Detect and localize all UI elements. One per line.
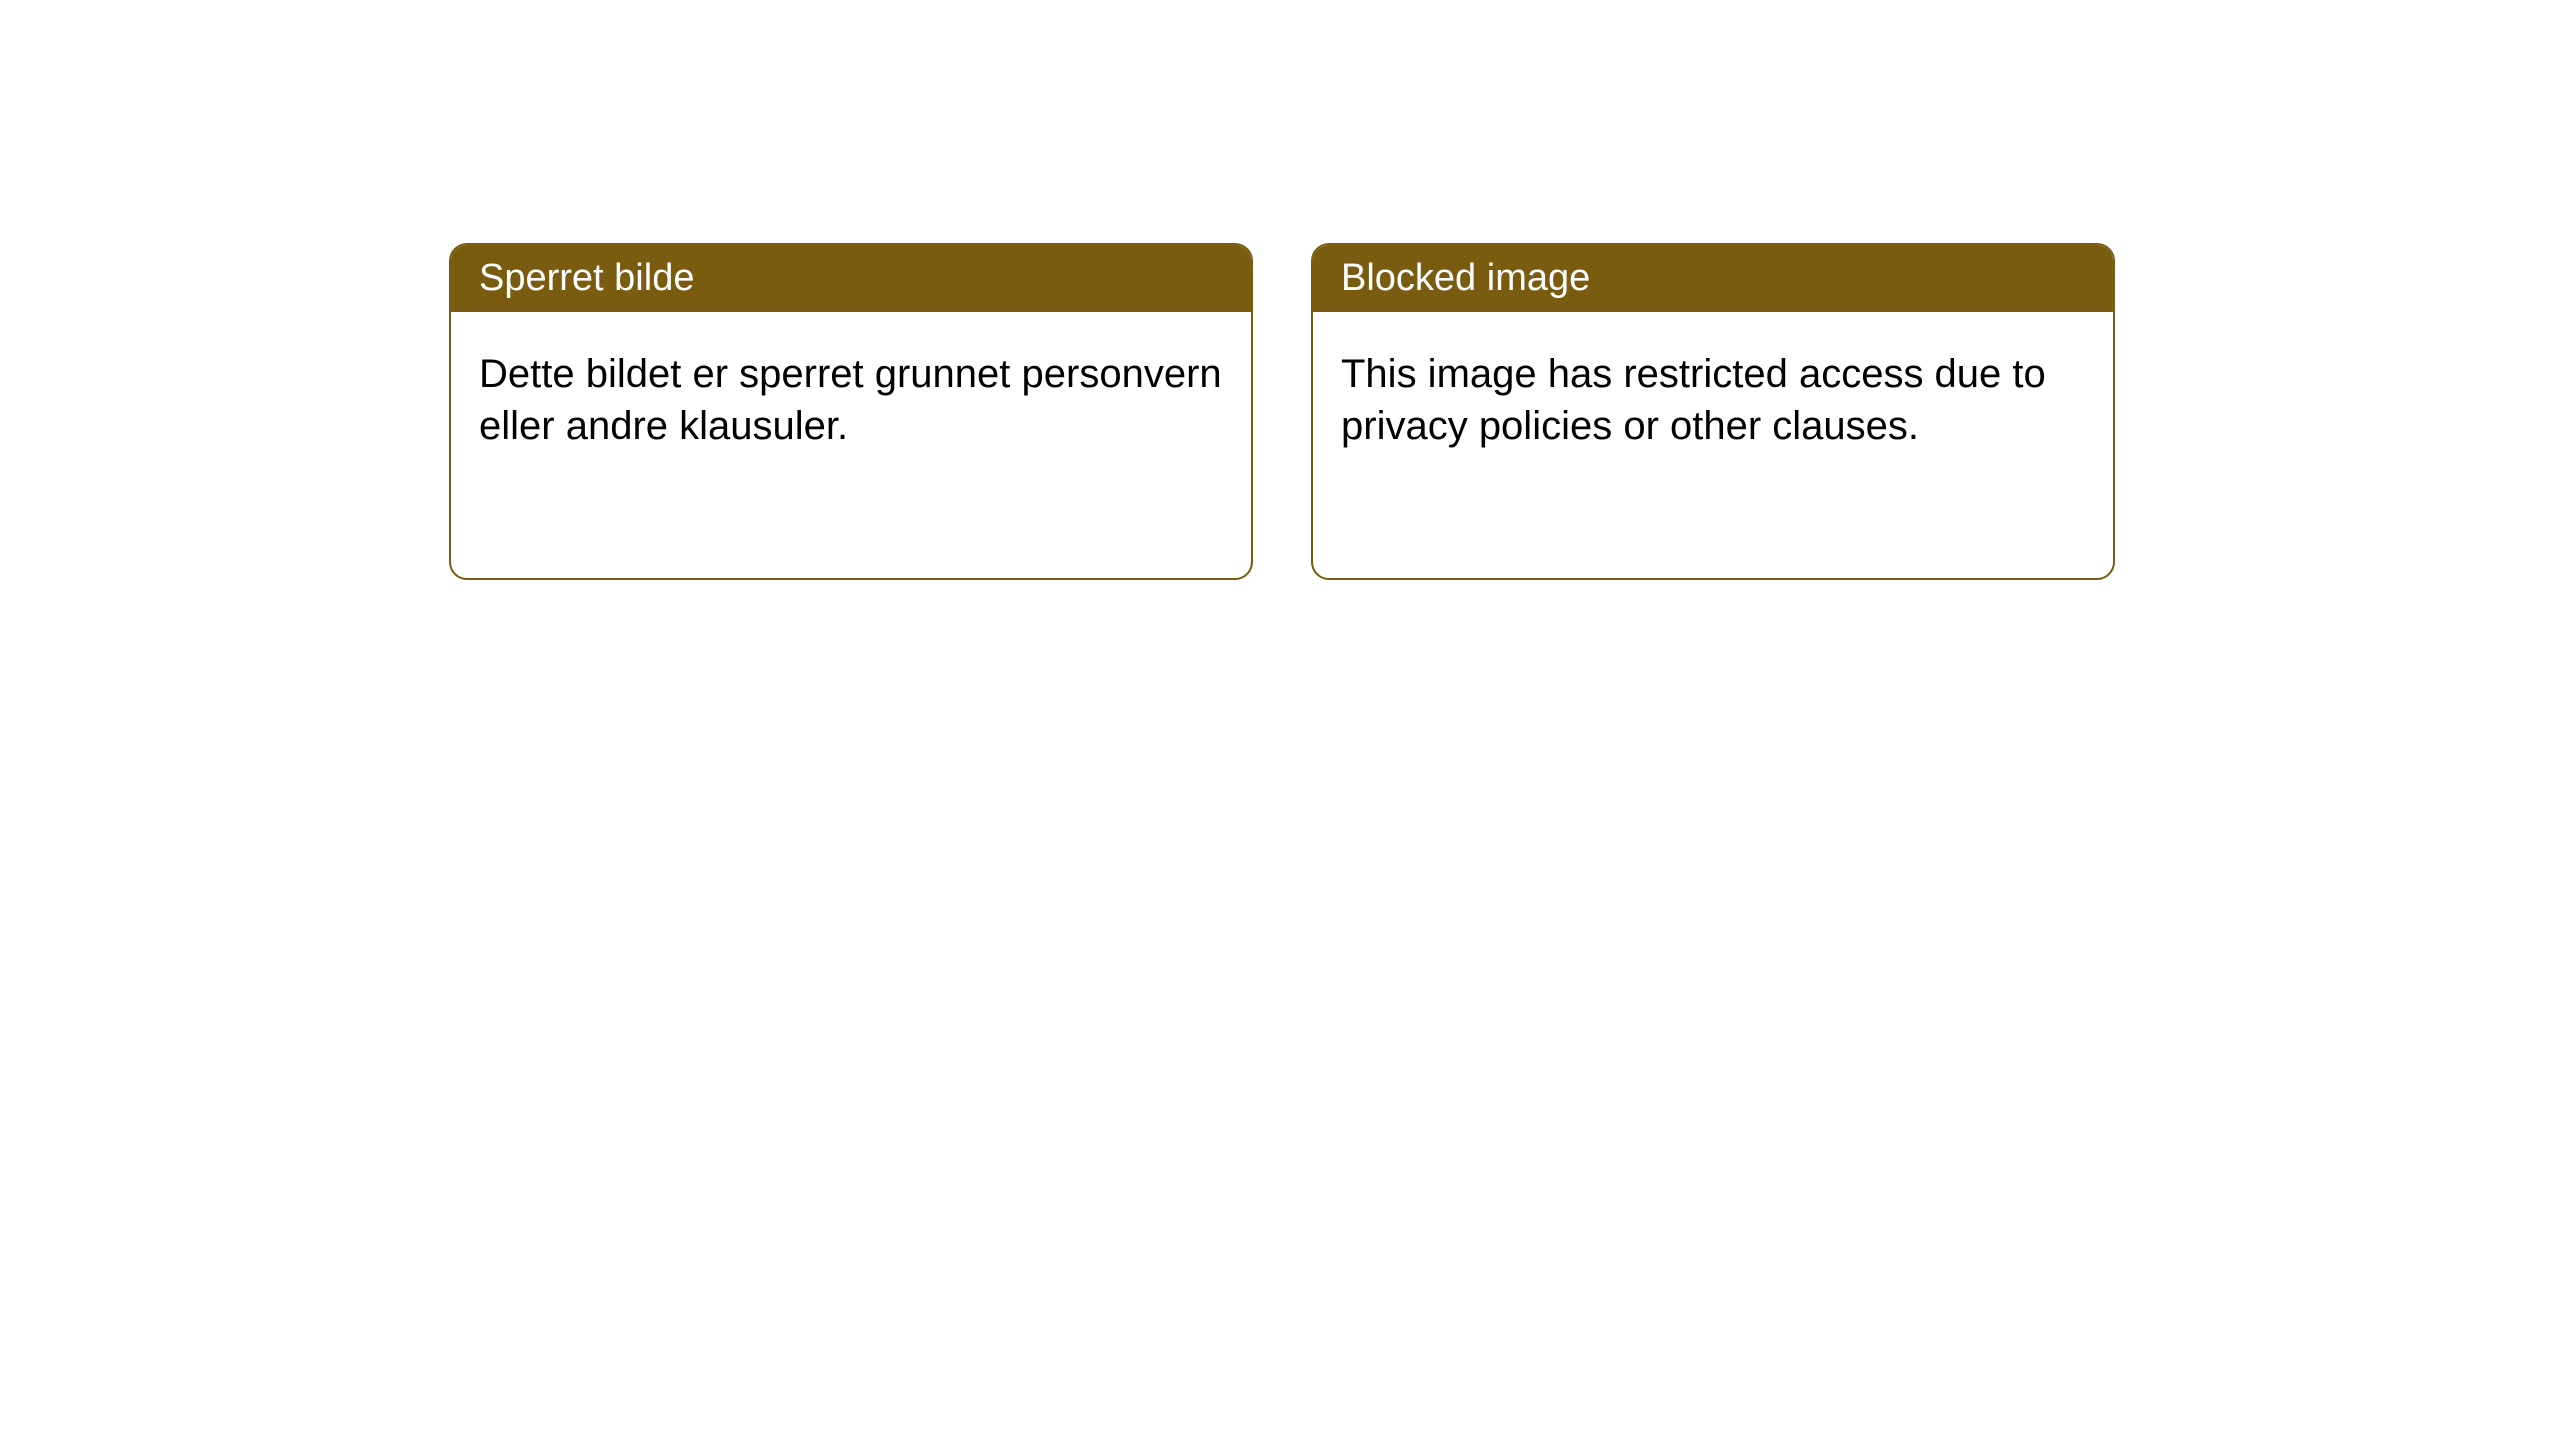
card-header: Sperret bilde (451, 245, 1251, 312)
card-body: This image has restricted access due to … (1313, 312, 2113, 488)
notice-cards-container: Sperret bilde Dette bildet er sperret gr… (449, 243, 2115, 580)
card-body-text: Dette bildet er sperret grunnet personve… (479, 352, 1222, 448)
card-header-text: Sperret bilde (479, 257, 694, 299)
card-header-text: Blocked image (1341, 257, 1590, 299)
notice-card-norwegian: Sperret bilde Dette bildet er sperret gr… (449, 243, 1253, 580)
card-body: Dette bildet er sperret grunnet personve… (451, 312, 1251, 488)
card-body-text: This image has restricted access due to … (1341, 352, 2046, 448)
notice-card-english: Blocked image This image has restricted … (1311, 243, 2115, 580)
card-header: Blocked image (1313, 245, 2113, 312)
